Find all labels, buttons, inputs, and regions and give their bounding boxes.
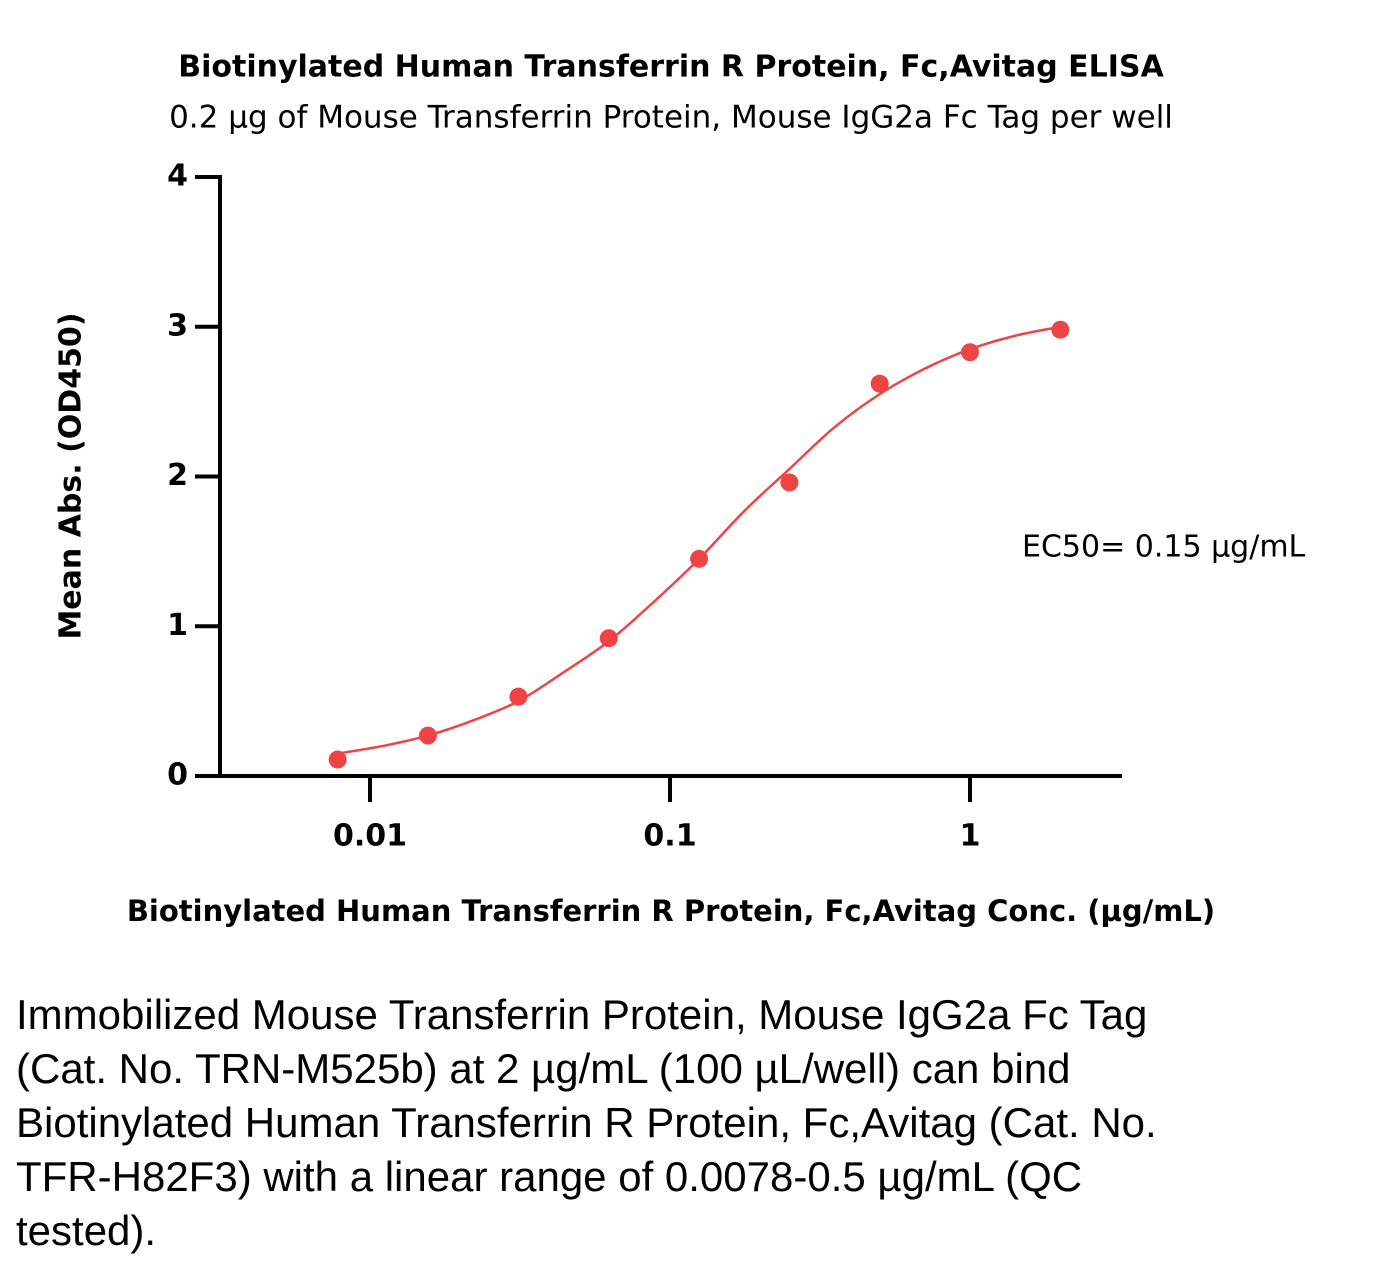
data-point	[1051, 320, 1070, 339]
data-point	[509, 687, 528, 706]
data-point	[599, 629, 618, 648]
caption: Immobilized Mouse Transferrin Protein, M…	[16, 991, 1157, 1254]
chart: Biotinylated Human Transferrin R Protein…	[54, 50, 1306, 929]
data-point	[418, 726, 437, 745]
x-axis-label: Biotinylated Human Transferrin R Protein…	[127, 894, 1215, 928]
x-tick-label: 1	[960, 819, 981, 854]
y-tick-label: 4	[167, 159, 188, 194]
x-tick-label: 0.01	[333, 819, 407, 854]
y-axis-label: Mean Abs. (OD450)	[54, 312, 89, 639]
data-point	[961, 343, 980, 362]
y-tick-label: 1	[167, 608, 188, 643]
chart-subtitle: 0.2 µg of Mouse Transferrin Protein, Mou…	[169, 100, 1173, 136]
data-point	[870, 374, 889, 393]
data-point	[780, 473, 799, 492]
y-tick-label: 0	[167, 758, 188, 793]
x-tick-label: 0.1	[643, 819, 696, 854]
fit-curve	[337, 325, 1061, 755]
y-tick-label: 2	[167, 458, 188, 493]
data-point	[328, 750, 347, 769]
chart-title: Biotinylated Human Transferrin R Protein…	[178, 50, 1164, 85]
data-point	[690, 549, 709, 568]
annotation: EC50= 0.15 µg/mL	[1022, 530, 1306, 565]
y-tick-label: 3	[167, 308, 188, 343]
